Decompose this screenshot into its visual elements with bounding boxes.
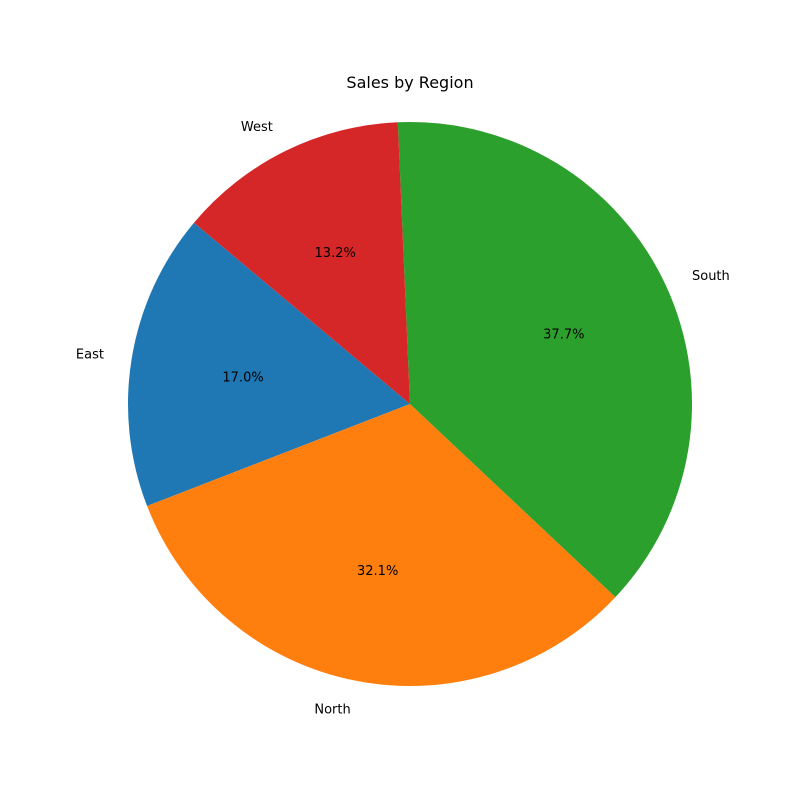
- pie-slice-east: [128, 222, 410, 506]
- slice-label-north: North: [314, 702, 350, 717]
- pie-slice-south: [397, 122, 692, 598]
- slice-percent-west: 13.2%: [315, 246, 356, 261]
- slice-percent-north: 32.1%: [357, 564, 398, 579]
- slice-percent-south: 37.7%: [543, 328, 584, 343]
- pie-slice-west: [193, 122, 410, 404]
- chart-title: Sales by Region: [346, 73, 473, 92]
- slice-percent-east: 17.0%: [222, 370, 263, 385]
- pie-labels: East 17.0% North 32.1% South 37.7% West 13.2%: [76, 120, 730, 718]
- slice-label-east: East: [76, 347, 104, 362]
- slice-label-west: West: [241, 120, 273, 135]
- pie-slices: [128, 122, 692, 686]
- slice-label-south: South: [692, 269, 730, 284]
- pie-slice-north: [147, 404, 616, 686]
